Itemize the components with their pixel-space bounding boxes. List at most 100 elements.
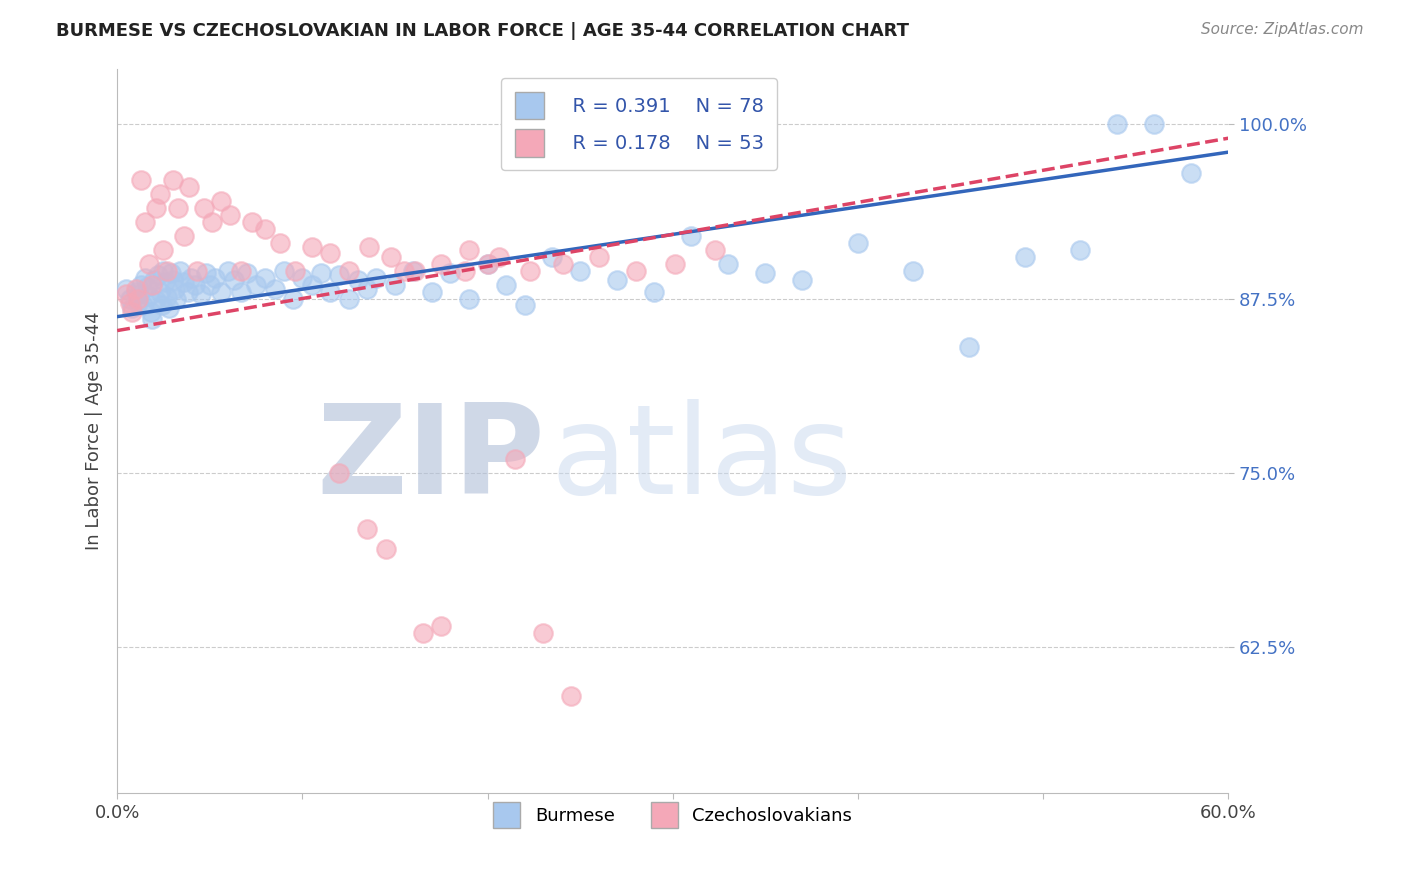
- Text: BURMESE VS CZECHOSLOVAKIAN IN LABOR FORCE | AGE 35-44 CORRELATION CHART: BURMESE VS CZECHOSLOVAKIAN IN LABOR FORC…: [56, 22, 910, 40]
- Text: atlas: atlas: [551, 400, 852, 520]
- Point: [127, 295, 149, 310]
- Point: [231, 263, 253, 277]
- Point: [477, 257, 499, 271]
- Point: [347, 273, 370, 287]
- Point: [366, 270, 388, 285]
- Point: [173, 275, 195, 289]
- Point: [138, 289, 160, 303]
- Point: [240, 215, 263, 229]
- Point: [513, 298, 536, 312]
- Point: [160, 267, 183, 281]
- Point: [903, 263, 925, 277]
- Point: [129, 173, 152, 187]
- Point: [121, 301, 143, 316]
- Point: [319, 245, 342, 260]
- Point: [150, 298, 173, 312]
- Point: [357, 240, 380, 254]
- Point: [217, 263, 239, 277]
- Point: [402, 263, 425, 277]
- Point: [146, 268, 169, 282]
- Point: [236, 267, 259, 281]
- Point: [553, 257, 575, 271]
- Point: [717, 257, 740, 271]
- Point: [149, 285, 172, 299]
- Point: [392, 263, 415, 277]
- Point: [606, 273, 628, 287]
- Point: [301, 277, 323, 292]
- Point: [143, 273, 166, 287]
- Point: [1180, 166, 1202, 180]
- Text: ZIP: ZIP: [316, 400, 546, 520]
- Point: [704, 243, 727, 257]
- Text: Source: ZipAtlas.com: Source: ZipAtlas.com: [1201, 22, 1364, 37]
- Point: [152, 263, 174, 277]
- Point: [1143, 117, 1166, 131]
- Point: [121, 305, 143, 319]
- Point: [209, 285, 232, 299]
- Point: [254, 270, 277, 285]
- Point: [269, 235, 291, 250]
- Point: [145, 201, 167, 215]
- Point: [430, 619, 453, 633]
- Point: [162, 173, 184, 187]
- Point: [439, 267, 461, 281]
- Point: [430, 257, 453, 271]
- Point: [193, 201, 215, 215]
- Point: [245, 277, 267, 292]
- Point: [190, 287, 212, 301]
- Point: [337, 292, 360, 306]
- Point: [420, 285, 443, 299]
- Point: [134, 270, 156, 285]
- Point: [519, 263, 541, 277]
- Point: [309, 267, 332, 281]
- Point: [254, 222, 277, 236]
- Point: [195, 267, 218, 281]
- Point: [125, 282, 148, 296]
- Point: [505, 451, 527, 466]
- Point: [128, 287, 150, 301]
- Point: [569, 263, 592, 277]
- Point: [157, 301, 180, 316]
- Point: [454, 263, 477, 277]
- Point: [186, 263, 208, 277]
- Point: [560, 689, 582, 703]
- Point: [754, 267, 776, 281]
- Point: [179, 180, 201, 194]
- Point: [169, 263, 191, 277]
- Point: [165, 292, 187, 306]
- Point: [681, 228, 703, 243]
- Point: [149, 186, 172, 201]
- Point: [356, 521, 378, 535]
- Point: [152, 243, 174, 257]
- Point: [219, 208, 242, 222]
- Point: [139, 305, 162, 319]
- Point: [163, 282, 186, 296]
- Point: [135, 280, 157, 294]
- Point: [120, 292, 142, 306]
- Point: [1069, 243, 1091, 257]
- Point: [155, 275, 177, 289]
- Point: [284, 263, 307, 277]
- Point: [356, 282, 378, 296]
- Point: [273, 263, 295, 277]
- Point: [281, 292, 304, 306]
- Point: [319, 285, 342, 299]
- Legend: Burmese, Czechoslovakians: Burmese, Czechoslovakians: [486, 795, 859, 835]
- Point: [1014, 250, 1036, 264]
- Point: [541, 250, 564, 264]
- Point: [156, 290, 179, 304]
- Point: [134, 215, 156, 229]
- Point: [1107, 117, 1129, 131]
- Point: [201, 215, 224, 229]
- Point: [115, 282, 138, 296]
- Point: [643, 285, 665, 299]
- Point: [380, 250, 402, 264]
- Point: [328, 466, 350, 480]
- Point: [141, 277, 163, 292]
- Point: [792, 273, 814, 287]
- Point: [167, 201, 190, 215]
- Point: [184, 277, 207, 292]
- Point: [301, 240, 323, 254]
- Point: [404, 263, 426, 277]
- Point: [458, 243, 481, 257]
